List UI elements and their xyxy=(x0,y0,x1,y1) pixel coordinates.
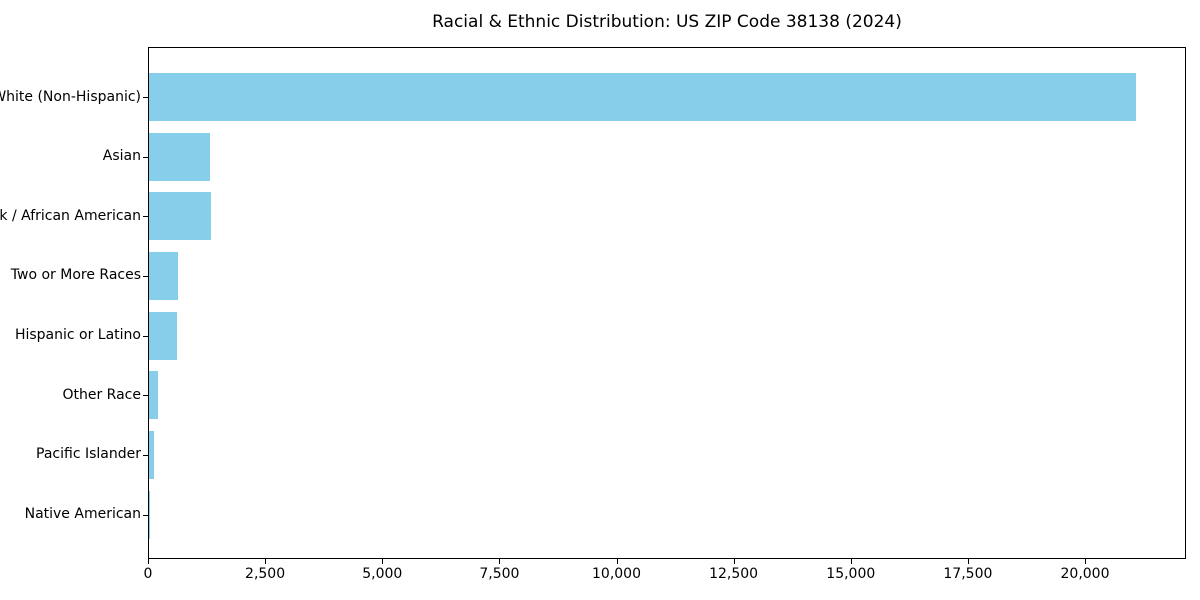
x-tick-label-15000: 15,000 xyxy=(826,566,876,582)
y-tick-label-other-race: Other Race xyxy=(62,387,141,403)
x-tick-label-17500: 17,500 xyxy=(943,566,993,582)
y-tick-label-pacific-islander: Pacific Islander xyxy=(36,446,141,462)
y-tick-label-native-american: Native American xyxy=(24,506,141,522)
y-tick-mark xyxy=(143,157,148,158)
y-tick-label-hispanic-or-latino: Hispanic or Latino xyxy=(14,327,141,343)
y-tick-label-asian: Asian xyxy=(102,148,141,164)
chart-title: Racial & Ethnic Distribution: US ZIP Cod… xyxy=(432,12,902,32)
bar-black-african-american xyxy=(149,192,212,241)
y-tick-mark xyxy=(143,515,148,516)
x-tick-label-20000: 20,000 xyxy=(1060,566,1110,582)
x-tick-label-12500: 12,500 xyxy=(709,566,759,582)
y-tick-mark xyxy=(143,97,148,98)
bar-white-non-hispanic xyxy=(149,73,1136,121)
y-tick-mark xyxy=(143,395,148,396)
bar-two-or-more-races xyxy=(149,251,178,300)
x-tick-label-7500: 7,500 xyxy=(479,566,520,582)
bar-native-american xyxy=(149,490,150,539)
x-tick-mark xyxy=(733,559,735,564)
y-tick-mark xyxy=(143,216,148,217)
y-tick-mark xyxy=(143,336,148,337)
x-tick-label-2500: 2,500 xyxy=(245,566,286,582)
x-tick-label-5000: 5,000 xyxy=(362,566,403,582)
bar-pacific-islander xyxy=(149,430,154,479)
bar-other-race xyxy=(149,371,158,420)
x-tick-mark xyxy=(850,559,852,564)
bar-asian xyxy=(149,132,211,181)
x-tick-mark xyxy=(382,559,384,564)
y-tick-mark xyxy=(143,455,148,456)
x-tick-mark xyxy=(1085,559,1086,564)
x-tick-mark xyxy=(616,559,618,564)
x-tick-label-0: 0 xyxy=(143,566,153,582)
x-tick-mark xyxy=(499,559,501,564)
x-tick-mark xyxy=(967,559,969,564)
x-tick-mark xyxy=(148,559,149,564)
x-tick-mark xyxy=(265,559,267,564)
bar-hispanic-or-latino xyxy=(149,311,178,360)
y-tick-label-black-african-american: Black / African American xyxy=(0,208,141,224)
y-tick-label-two-or-more-races: Two or More Races xyxy=(10,267,141,283)
plot-area xyxy=(148,47,1186,559)
y-tick-label-white-non-hispanic: White (Non-Hispanic) xyxy=(0,89,141,105)
x-tick-label-10000: 10,000 xyxy=(592,566,641,582)
y-tick-mark xyxy=(143,276,148,277)
